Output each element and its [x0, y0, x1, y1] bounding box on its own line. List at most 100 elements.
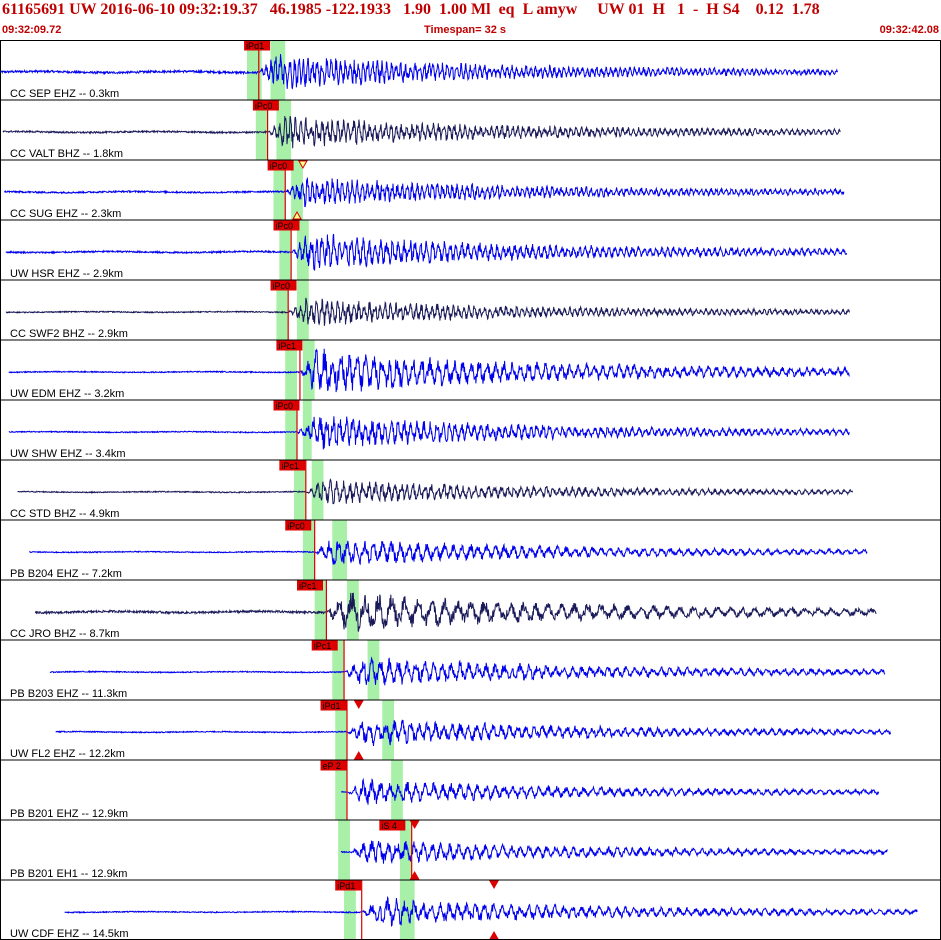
- pick-window: [344, 880, 356, 940]
- pick-label: iPc0: [275, 401, 293, 411]
- station-label: PB B201 EHZ -- 12.9km: [10, 808, 128, 820]
- station-label: CC SEP EHZ -- 0.3km: [10, 88, 119, 100]
- pick-label: iS 4: [381, 821, 397, 831]
- trace-row: iPc0 UW HSR EHZ -- 2.9km: [0, 219, 941, 280]
- pick-window: [335, 700, 347, 760]
- trace-row: iS 4 PB B201 EH1 -- 12.9km: [0, 819, 941, 880]
- pick-label: iPc0: [275, 221, 293, 231]
- pick-label: iPc1: [281, 461, 299, 471]
- pick-flag: [267, 160, 294, 171]
- pick-window: [314, 580, 327, 640]
- waveform-trace: [49, 656, 886, 686]
- pick-window: [311, 460, 324, 520]
- pick-flag: [273, 220, 300, 231]
- timespan-label: Timespan= 32 s: [424, 24, 507, 36]
- pick-window: [279, 220, 292, 280]
- station-label: UW HSR EHZ -- 2.9km: [10, 268, 123, 280]
- station-label: CC SUG EHZ -- 2.3km: [10, 208, 121, 220]
- trace-row: iPc1 PB B203 EHZ -- 11.3km: [0, 639, 941, 700]
- event-title: 61165691 UW 2016-06-10 09:32:19.37 46.19…: [2, 1, 820, 18]
- waveform-trace: [17, 478, 854, 505]
- pick-label: iPd1: [323, 701, 341, 711]
- polarity-marker-up: [353, 750, 364, 760]
- pick-flag: [276, 340, 303, 351]
- waveform-trace: [64, 895, 918, 927]
- pick-flag: [335, 880, 362, 891]
- waveform-trace: [0, 54, 839, 90]
- pick-label: iPc0: [270, 161, 288, 171]
- polarity-marker-down: [409, 820, 420, 830]
- waveform-trace: [3, 177, 845, 208]
- pick-window: [335, 760, 347, 820]
- waveform-trace: [8, 348, 850, 393]
- seismogram-panel[interactable]: iPd1 CC SEP EHZ -- 0.3km iPc0 CC VALT BHZ -…: [0, 40, 941, 940]
- station-label: PB B204 EHZ -- 7.2km: [10, 568, 122, 580]
- pick-label: iPc1: [314, 641, 332, 651]
- trace-row: iPd1 CC SEP EHZ -- 0.3km: [0, 40, 941, 100]
- pick-window: [276, 280, 289, 340]
- waveform-trace: [55, 719, 892, 746]
- pick-flag: [244, 40, 271, 51]
- trace-row: iPd1 UW CDF EHZ -- 14.5km: [0, 879, 941, 940]
- end-time: 09:32:42.08: [879, 24, 939, 36]
- trace-row: iPc0 PB B204 EHZ -- 7.2km: [0, 519, 941, 580]
- pick-label: iPc0: [255, 101, 273, 111]
- pick-window: [294, 460, 306, 520]
- pick-label: iPc1: [278, 341, 296, 351]
- waveform-trace: [340, 840, 888, 865]
- pick-flag: [311, 640, 338, 651]
- trace-row: eP 2 PB B201 EHZ -- 12.9km: [0, 759, 941, 820]
- station-label: PB B203 EHZ -- 11.3km: [10, 688, 127, 700]
- pick-flag: [279, 460, 306, 471]
- pick-window: [255, 100, 268, 160]
- trace-row: iPd1 UW FL2 EHZ -- 12.2km: [0, 699, 941, 760]
- pick-window: [297, 280, 309, 340]
- pick-window: [285, 340, 298, 400]
- pick-label: eP 2: [323, 761, 341, 771]
- pick-label: iPc0: [273, 281, 291, 291]
- trace-row: iPc1 CC STD BHZ -- 4.9km: [0, 459, 941, 520]
- pick-window: [346, 580, 359, 640]
- pick-label: iPc0: [287, 521, 305, 531]
- header: 61165691 UW 2016-06-10 09:32:19.37 46.19…: [0, 0, 941, 40]
- polarity-marker-down: [353, 700, 364, 710]
- waveform-trace: [2, 116, 841, 149]
- start-time: 09:32:09.72: [2, 24, 62, 36]
- waveform-trace: [5, 297, 851, 326]
- pick-window: [338, 820, 350, 880]
- pick-flag: [270, 280, 297, 291]
- pick-window: [332, 520, 347, 580]
- pick-window: [247, 40, 262, 100]
- pick-flag: [320, 700, 347, 711]
- pick-label: iPc1: [299, 581, 317, 591]
- pick-window: [399, 820, 412, 880]
- trace-row: iPc0 CC SUG EHZ -- 2.3km: [0, 159, 941, 220]
- waveform-trace: [8, 416, 850, 450]
- trace-row: iPc0 CC SWF2 BHZ -- 2.9km: [0, 279, 941, 340]
- station-label: UW CDF EHZ -- 14.5km: [10, 928, 129, 940]
- station-label: UW FL2 EHZ -- 12.2km: [10, 748, 125, 760]
- pick-flag: [285, 520, 312, 531]
- pick-window: [273, 160, 286, 220]
- pick-label: iPd1: [337, 881, 355, 891]
- waveform-trace: [34, 592, 877, 632]
- station-label: CC VALT BHZ -- 1.8km: [10, 148, 123, 160]
- pick-flag: [297, 580, 324, 591]
- pick-window: [297, 220, 309, 280]
- waveform-trace: [340, 777, 880, 805]
- pick-window: [270, 40, 286, 100]
- polarity-marker-down: [298, 160, 308, 170]
- polarity-marker-up: [489, 930, 499, 940]
- trace-row: iPc1 CC JRO BHZ -- 8.7km: [0, 579, 941, 640]
- pick-window: [332, 640, 345, 700]
- polarity-marker-up: [292, 210, 302, 220]
- station-label: CC STD BHZ -- 4.9km: [10, 508, 119, 520]
- station-label: CC SWF2 BHZ -- 2.9km: [10, 328, 128, 340]
- station-label: CC JRO BHZ -- 8.7km: [10, 628, 119, 640]
- pick-flag: [320, 760, 347, 771]
- pick-flag: [252, 100, 279, 111]
- station-label: PB B201 EH1 -- 12.9km: [10, 868, 127, 880]
- trace-row: iPc0 CC VALT BHZ -- 1.8km: [0, 99, 941, 160]
- pick-flag: [379, 820, 406, 831]
- pick-window: [302, 520, 315, 580]
